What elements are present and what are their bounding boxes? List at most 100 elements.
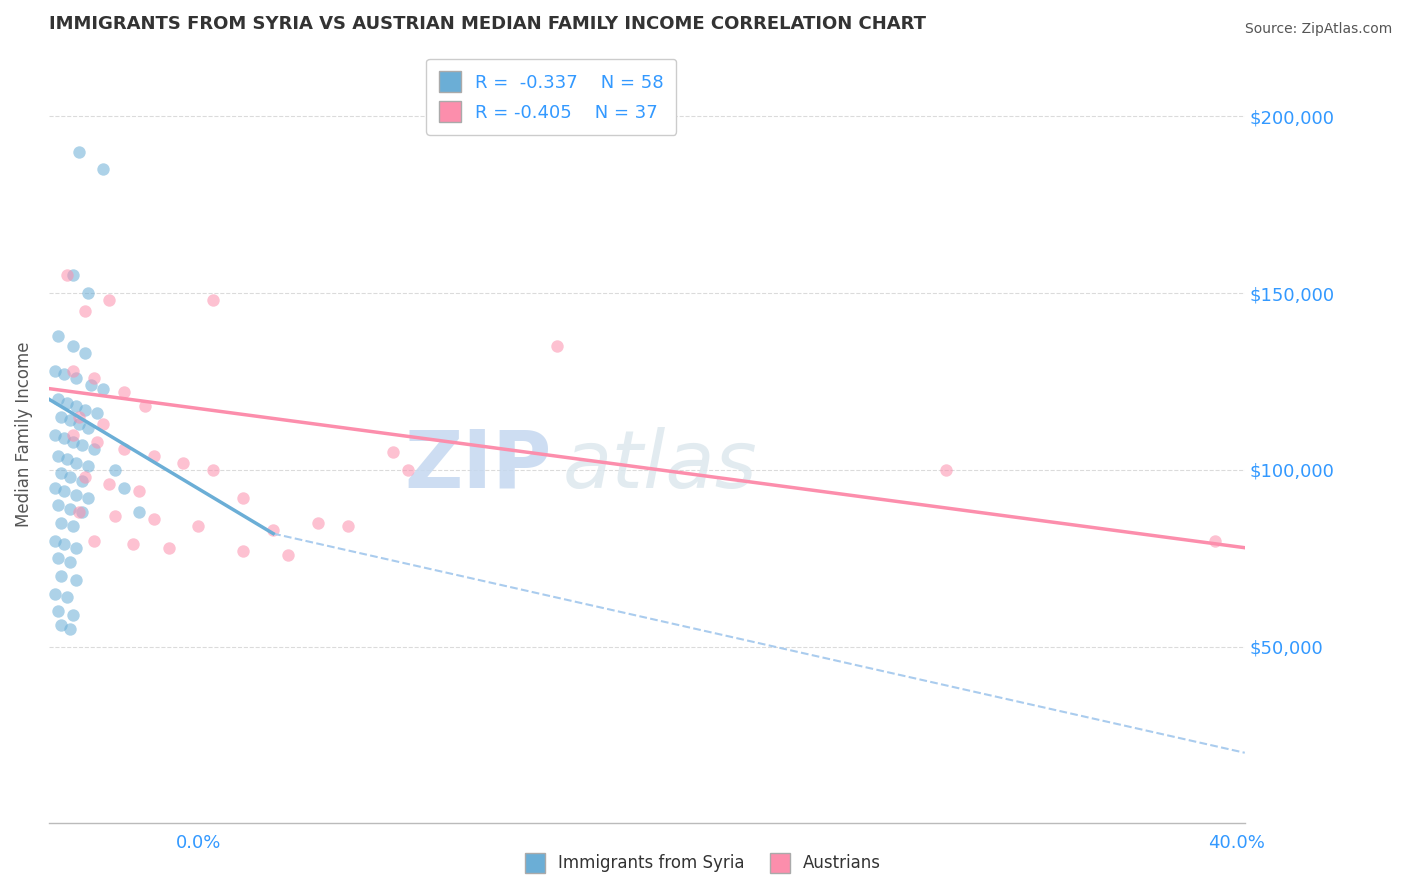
Point — [381, 445, 404, 459]
Y-axis label: Median Family Income: Median Family Income — [15, 342, 32, 527]
Point — [128, 505, 150, 519]
Point — [62, 268, 84, 283]
Point — [67, 417, 90, 431]
Point — [112, 385, 135, 400]
Point — [1204, 533, 1226, 548]
Point — [44, 481, 66, 495]
Point — [65, 399, 87, 413]
Point — [76, 286, 98, 301]
Point — [91, 417, 114, 431]
Point — [142, 512, 165, 526]
Point — [173, 456, 195, 470]
Text: atlas: atlas — [564, 426, 758, 505]
Point — [67, 145, 90, 159]
Point — [86, 434, 108, 449]
Point — [97, 477, 120, 491]
Point — [73, 470, 96, 484]
Point — [91, 382, 114, 396]
Point — [86, 406, 108, 420]
Point — [935, 463, 957, 477]
Legend: R =  -0.337    N = 58, R = -0.405    N = 37: R = -0.337 N = 58, R = -0.405 N = 37 — [426, 59, 676, 135]
Legend: Immigrants from Syria, Austrians: Immigrants from Syria, Austrians — [519, 847, 887, 880]
Point — [44, 533, 66, 548]
Point — [62, 607, 84, 622]
Point — [59, 501, 82, 516]
Point — [62, 364, 84, 378]
Point — [46, 392, 69, 407]
Point — [44, 364, 66, 378]
Point — [112, 481, 135, 495]
Point — [70, 474, 93, 488]
Point — [262, 523, 284, 537]
Point — [49, 569, 72, 583]
Point — [65, 456, 87, 470]
Point — [83, 371, 105, 385]
Point — [65, 371, 87, 385]
Point — [59, 555, 82, 569]
Point — [62, 434, 84, 449]
Point — [70, 505, 93, 519]
Point — [52, 484, 75, 499]
Point — [62, 339, 84, 353]
Point — [44, 587, 66, 601]
Point — [46, 449, 69, 463]
Point — [62, 427, 84, 442]
Point — [52, 537, 75, 551]
Point — [67, 409, 90, 424]
Point — [65, 541, 87, 555]
Point — [49, 409, 72, 424]
Point — [49, 618, 72, 632]
Point — [46, 328, 69, 343]
Point — [56, 452, 79, 467]
Point — [76, 459, 98, 474]
Point — [67, 505, 90, 519]
Point — [65, 488, 87, 502]
Point — [46, 604, 69, 618]
Point — [187, 519, 209, 533]
Point — [59, 622, 82, 636]
Point — [46, 498, 69, 512]
Point — [76, 420, 98, 434]
Text: 40.0%: 40.0% — [1209, 834, 1265, 852]
Text: IMMIGRANTS FROM SYRIA VS AUSTRIAN MEDIAN FAMILY INCOME CORRELATION CHART: IMMIGRANTS FROM SYRIA VS AUSTRIAN MEDIAN… — [49, 15, 927, 33]
Point — [232, 544, 254, 558]
Point — [128, 484, 150, 499]
Point — [44, 427, 66, 442]
Point — [56, 591, 79, 605]
Point — [76, 491, 98, 506]
Point — [59, 413, 82, 427]
Point — [65, 573, 87, 587]
Point — [49, 516, 72, 530]
Text: ZIP: ZIP — [404, 426, 551, 505]
Point — [396, 463, 419, 477]
Point — [142, 449, 165, 463]
Point — [49, 467, 72, 481]
Point — [73, 303, 96, 318]
Point — [56, 396, 79, 410]
Point — [121, 537, 143, 551]
Point — [83, 442, 105, 456]
Point — [112, 442, 135, 456]
Point — [104, 463, 127, 477]
Text: 0.0%: 0.0% — [176, 834, 221, 852]
Point — [91, 162, 114, 177]
Point — [73, 346, 96, 360]
Point — [52, 431, 75, 445]
Point — [83, 533, 105, 548]
Point — [232, 491, 254, 506]
Point — [52, 368, 75, 382]
Point — [202, 293, 225, 308]
Point — [46, 551, 69, 566]
Point — [277, 548, 299, 562]
Point — [97, 293, 120, 308]
Point — [62, 519, 84, 533]
Point — [80, 378, 103, 392]
Point — [59, 470, 82, 484]
Point — [70, 438, 93, 452]
Text: Source: ZipAtlas.com: Source: ZipAtlas.com — [1244, 22, 1392, 37]
Point — [73, 402, 96, 417]
Point — [307, 516, 329, 530]
Point — [157, 541, 180, 555]
Point — [134, 399, 156, 413]
Point — [202, 463, 225, 477]
